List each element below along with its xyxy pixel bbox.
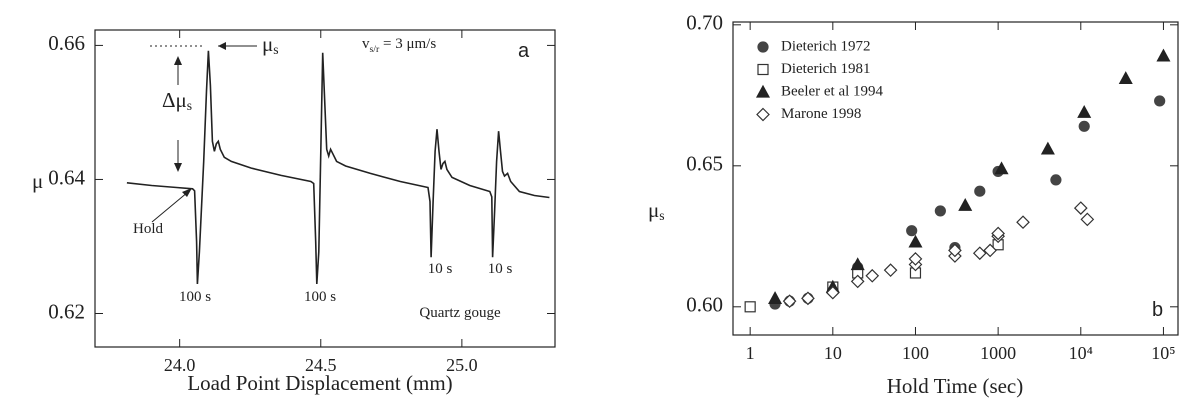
point [991,226,1005,241]
point [958,198,973,211]
legend-label: Marone 1998 [781,106,861,122]
annotation-main: b [1152,299,1163,321]
point [850,274,865,289]
annotation-main: v [362,36,370,52]
annotation: a [518,40,530,62]
point [782,294,797,309]
y-tick-label: 0.70 [686,11,723,35]
point [974,185,986,197]
point [1156,48,1171,62]
arrow [151,191,189,223]
point [825,285,840,300]
point [850,257,865,271]
x-axis-label: Hold Time (sec) [887,374,1024,398]
x-tick-label: 24.5 [305,355,337,375]
x-tick-label: 24.0 [164,355,196,375]
point [1077,104,1092,118]
point [883,263,898,277]
point [1118,71,1133,84]
x-tick-label: 25.0 [446,355,478,375]
point [1078,120,1090,132]
point [906,225,918,237]
y-tick-label: 0.64 [48,165,85,189]
arrowhead [174,163,182,172]
annotation: Δμs [162,88,192,113]
annotation-main: Hold [133,221,164,237]
annotation-sub: s/r [370,44,381,55]
x-tick-label: 1 [746,343,755,363]
annotation-main: Quartz gouge [419,305,501,321]
annotation-rest: = 3 μm/s [379,36,436,52]
point [1154,95,1166,107]
point [865,268,880,283]
y-axis-label-sub: s [659,208,664,223]
point [756,107,770,122]
annotation-main: 100 s [179,289,211,305]
legend-label: Dieterich 1972 [781,38,871,54]
y-tick-label: 0.66 [48,31,85,55]
point [744,301,756,313]
y-axis-label-main: μ [648,198,659,222]
annotation: 10 s [428,261,453,277]
annotation-sub: s [273,42,278,57]
annotation-main: 10 s [428,261,453,277]
y-tick-label: 0.65 [686,152,723,176]
annotation-main: a [518,40,530,62]
point [768,291,783,304]
annotation: b [1152,299,1163,321]
annotation-main: μ [262,32,273,56]
x-axis-label: Load Point Displacement (mm) [187,371,452,395]
legend-label: Dieterich 1981 [781,61,871,77]
annotation: μs [262,32,279,57]
x-tick-label: 1000 [980,343,1016,363]
point [1016,215,1030,230]
annotation: 10 s [488,261,513,277]
legend-label: Beeler et al 1994 [781,83,884,99]
y-tick-label: 0.60 [686,293,723,317]
point [948,243,962,258]
annotation: 100 s [304,289,336,305]
point [801,291,815,306]
point [983,243,997,258]
point [934,205,946,217]
plot-frame [94,29,556,348]
annotation: vs/r = 3 μm/s [362,36,436,55]
y-axis-label: μs [648,198,665,223]
point [908,234,923,248]
annotation-main: Δμ [162,88,187,112]
point [757,63,769,76]
point [755,84,771,98]
annotation: Hold [133,221,164,237]
point [994,161,1009,175]
arrowhead [182,188,192,197]
arrowhead [218,42,226,50]
annotation: 100 s [179,289,211,305]
point [1040,141,1055,155]
data-line [126,50,550,285]
point [1073,201,1088,215]
annotation-main: 10 s [488,261,513,277]
y-tick-label: 0.62 [48,299,85,323]
x-tick-label: 100 [902,343,929,363]
arrowhead [174,56,182,65]
point [757,41,769,53]
y-axis-label: μ [32,169,43,193]
annotation-main: 100 s [304,289,336,305]
point [1050,174,1062,186]
x-tick-label: 10 [824,343,842,363]
annotation-sub: s [187,98,192,113]
x-tick-label: 10⁵ [1151,343,1175,363]
point [908,252,923,266]
plot-frame [732,21,1179,336]
point [972,246,987,261]
annotation: Quartz gouge [419,305,501,321]
point [1080,212,1095,227]
x-tick-label: 10⁴ [1069,343,1093,363]
